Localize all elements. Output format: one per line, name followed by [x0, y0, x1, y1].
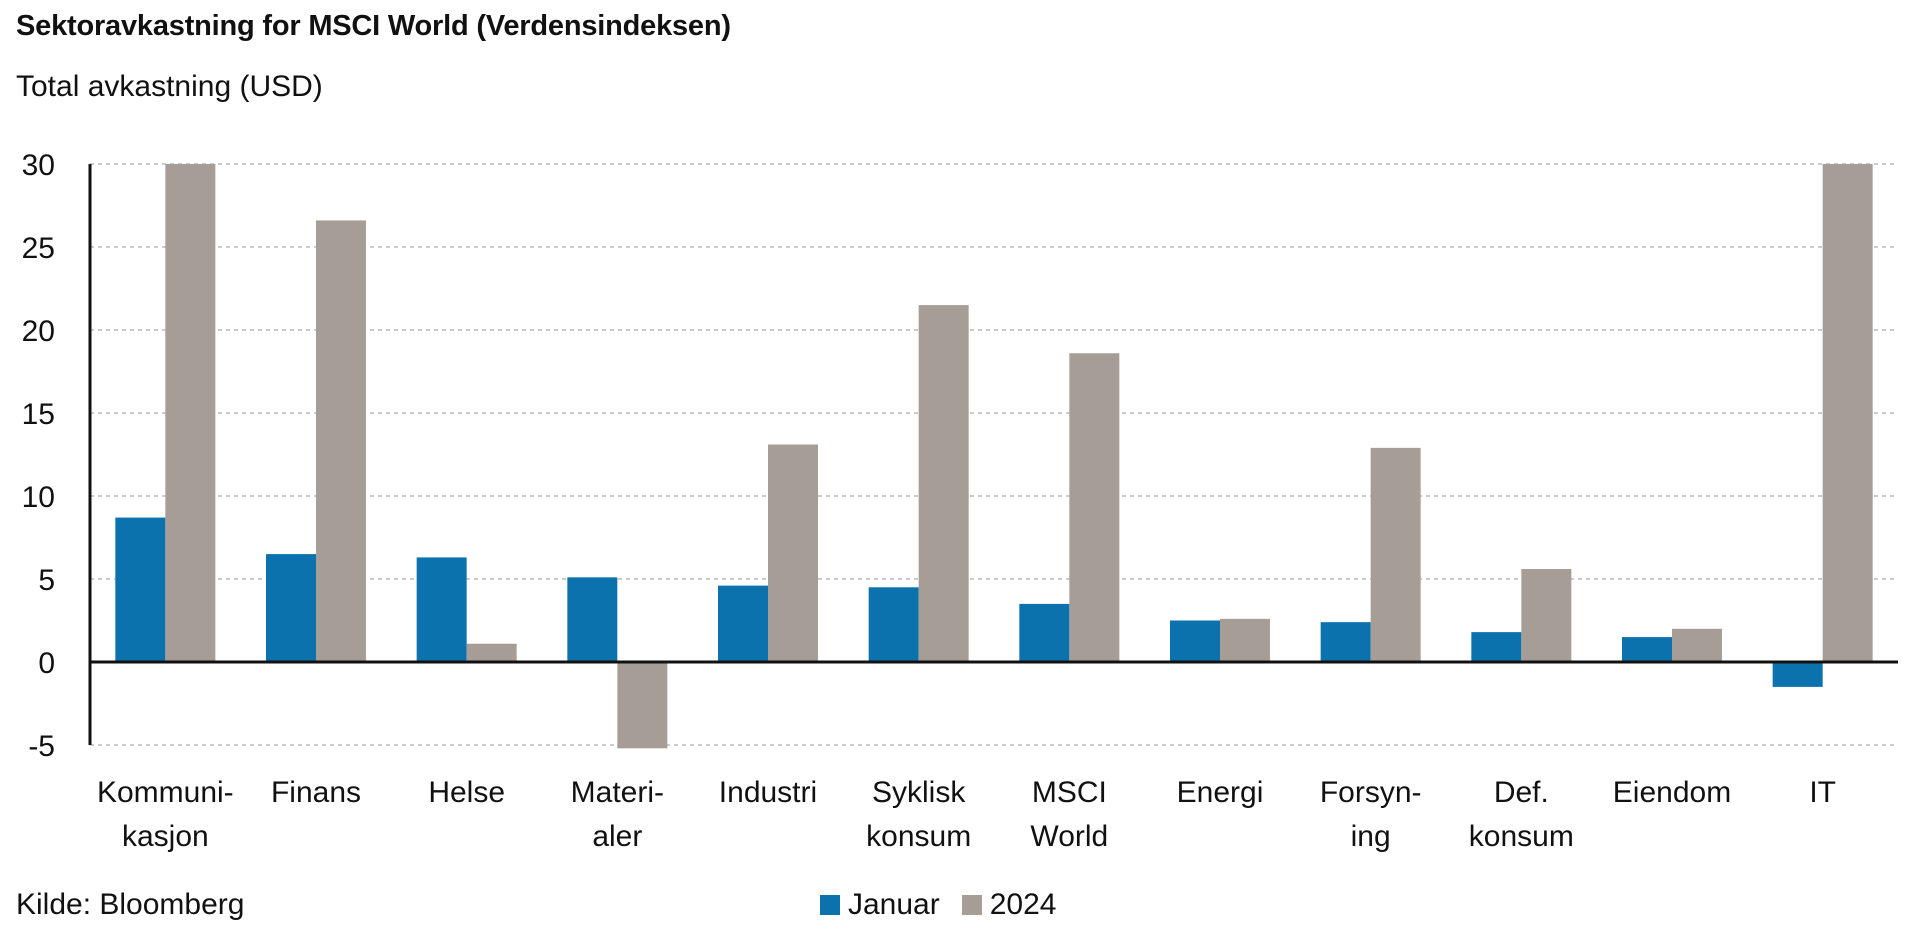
x-tick-label: MSCI World: [1030, 776, 1108, 853]
chart-subtitle: Total avkastning (USD): [16, 70, 323, 103]
x-tick-label: Materi-aler: [571, 776, 664, 853]
bar-januar-0: [115, 517, 166, 662]
bar-2024-1: [316, 220, 366, 662]
bar-januar-9: [1471, 632, 1522, 662]
bar-januar-5: [868, 587, 919, 662]
x-tick-label: Forsyn-ing: [1320, 776, 1422, 853]
bar-2024-7: [1220, 618, 1270, 662]
y-tick-label: -5: [28, 730, 55, 763]
bar-2024-4: [768, 444, 818, 662]
bars: [115, 164, 1873, 749]
x-tick-label: Industri: [719, 776, 817, 809]
y-tick-label: 10: [22, 481, 55, 514]
legend-swatch-januar: [820, 895, 840, 915]
axes: [88, 164, 1898, 745]
legend: Januar 2024: [820, 888, 1078, 922]
legend-label-2024: 2024: [989, 888, 1057, 921]
source-note: Kilde: Bloomberg: [16, 888, 245, 921]
bar-2024-8: [1370, 447, 1421, 662]
bar-2024-2: [466, 643, 517, 662]
x-tick-label: Kommuni-kasjon: [97, 776, 234, 853]
x-tick-label: Eiendom: [1613, 776, 1731, 809]
gridlines: [90, 163, 1898, 746]
y-tick-label: 30: [22, 149, 55, 182]
x-tick-label: Energi: [1177, 776, 1264, 809]
bar-januar-3: [567, 577, 618, 662]
y-tick-label: 5: [38, 564, 55, 597]
y-tick-label: 20: [22, 315, 55, 348]
x-tick-label: IT: [1809, 776, 1836, 809]
y-tick-label: 15: [22, 398, 55, 431]
chart-title: Sektoravkastning for MSCI World (Verdens…: [16, 10, 731, 42]
bar-januar-10: [1622, 637, 1672, 662]
legend-swatch-2024: [961, 895, 982, 915]
bar-januar-11: [1772, 662, 1823, 687]
y-tick-label: 0: [38, 647, 55, 680]
y-tick-label: 25: [22, 232, 55, 265]
bar-januar-1: [266, 554, 316, 662]
x-tick-label: Def. konsum: [1469, 776, 1574, 853]
bar-2024-6: [1069, 353, 1120, 662]
bar-januar-6: [1019, 603, 1070, 662]
x-tick-label: Syklisk konsum: [866, 776, 971, 853]
bar-2024-5: [918, 305, 969, 662]
x-tick-label: Helse: [428, 776, 505, 809]
bar-2024-10: [1672, 628, 1722, 662]
bar-januar-2: [416, 557, 467, 662]
bar-januar-7: [1170, 620, 1220, 662]
legend-item-januar: Januar: [820, 888, 940, 922]
bar-januar-8: [1320, 622, 1371, 662]
bar-januar-4: [718, 585, 768, 662]
axis-labels: 30 25 20 15 10 5 0 -5 Kommuni-kasjon Finans Helse M…: [22, 149, 1836, 853]
legend-item-2024: 2024: [961, 888, 1057, 922]
legend-label-januar: Januar: [848, 888, 940, 921]
x-tick-label: Finans: [271, 776, 361, 809]
bar-2024-3: [617, 662, 668, 749]
bar-2024-11: [1822, 164, 1873, 662]
bar-2024-0: [165, 164, 216, 662]
bar-2024-9: [1521, 569, 1572, 662]
